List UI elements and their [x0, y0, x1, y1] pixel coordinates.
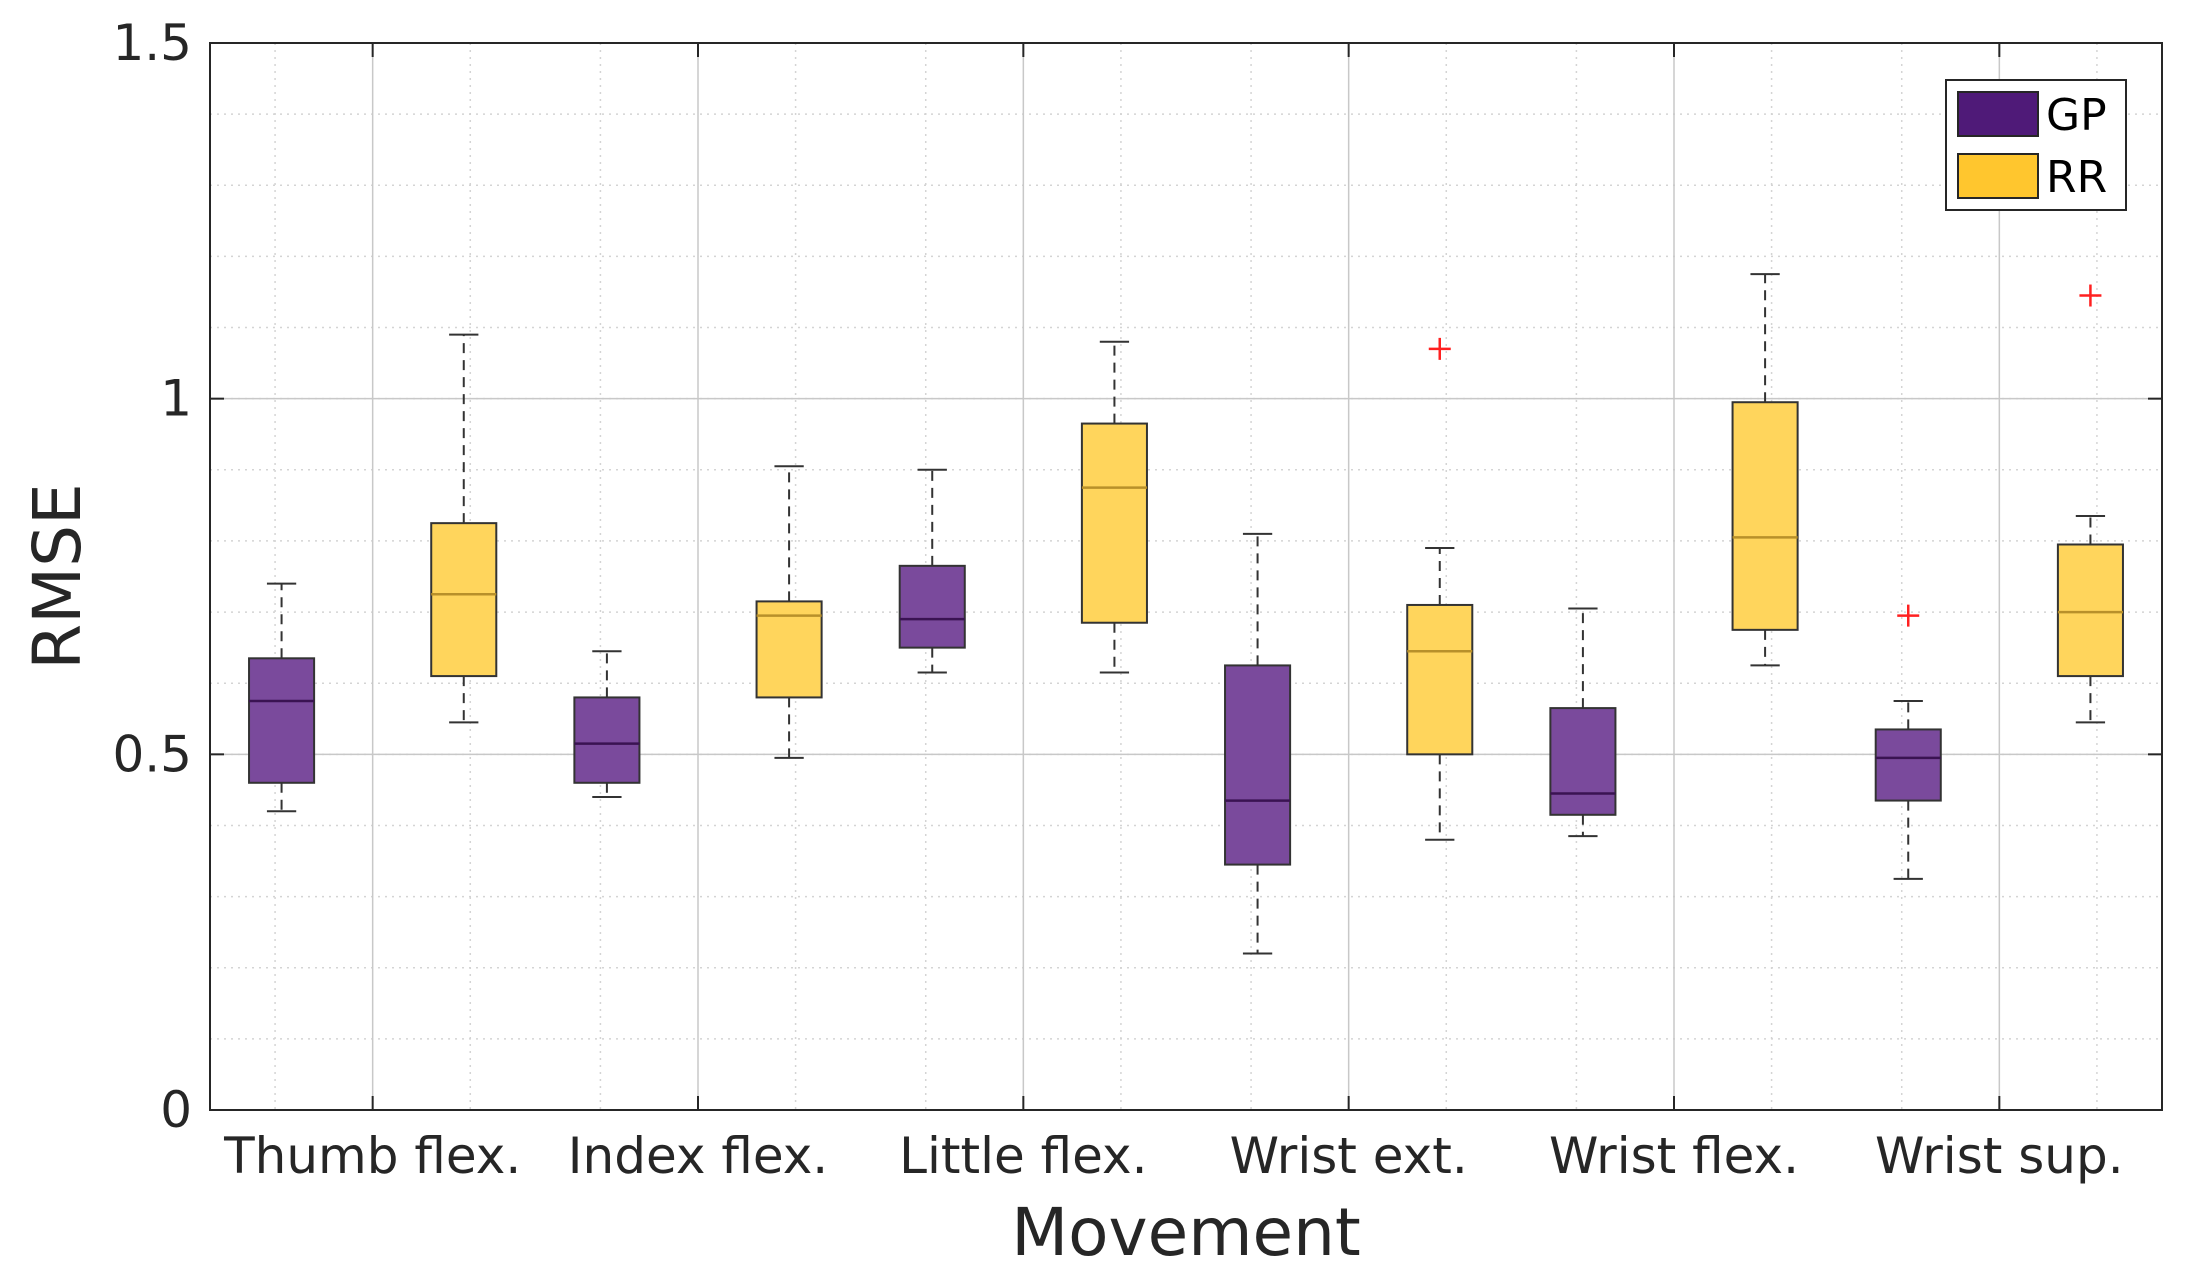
- x-axis-title: Movement: [1011, 1194, 1361, 1269]
- legend-swatch-rr: [1957, 153, 2039, 199]
- box-gp: [573, 696, 641, 784]
- x-tick-label: Little flex.: [899, 1127, 1147, 1185]
- x-tick-label: Wrist flex.: [1549, 1127, 1799, 1185]
- y-tick-label: 0.5: [112, 725, 192, 783]
- y-tick-label: 1: [160, 370, 192, 428]
- legend-swatch-gp: [1957, 91, 2039, 137]
- box-gp: [248, 657, 316, 784]
- box-layer: [248, 273, 2124, 955]
- legend-label-rr: RR: [2046, 152, 2107, 203]
- box-rr: [2056, 543, 2124, 678]
- box-rr: [430, 522, 498, 678]
- box-gp: [1874, 728, 1942, 802]
- tick-layer: 0 0.5 1 1.5 Thumb flex. Index flex. Little fle…: [112, 14, 2162, 1185]
- x-tick-label: Thumb flex.: [223, 1127, 521, 1185]
- y-tick-label: 1.5: [112, 14, 192, 72]
- x-tick-label: Index flex.: [568, 1127, 828, 1185]
- x-tick-label: Wrist sup.: [1875, 1127, 2124, 1185]
- legend-label-gp: GP: [2046, 90, 2107, 141]
- box-gp: [898, 564, 966, 649]
- box-rr: [755, 600, 823, 699]
- x-tick-label: Wrist ext.: [1230, 1127, 1468, 1185]
- box-gp: [1224, 664, 1292, 866]
- y-tick-label: 0: [160, 1081, 192, 1139]
- y-axis-title: RMSE: [19, 483, 96, 669]
- box-gp: [1549, 707, 1617, 816]
- legend: GP RR: [1945, 79, 2127, 211]
- box-rr: [1080, 422, 1148, 624]
- plot-frame: [209, 42, 2163, 1111]
- box-rr: [1731, 401, 1799, 631]
- box-rr: [1406, 603, 1474, 756]
